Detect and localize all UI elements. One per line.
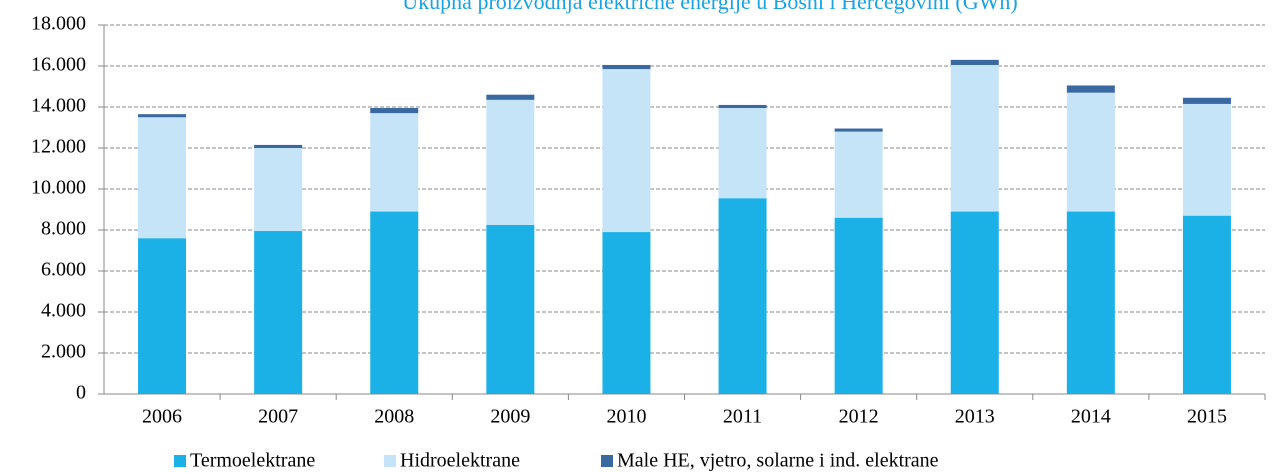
bar-segment: [138, 117, 187, 239]
y-tick-label: 4.000: [41, 300, 86, 322]
legend-label: Male HE, vjetro, solarne i ind. elektran…: [617, 450, 939, 472]
y-tick-label: 0: [76, 382, 86, 404]
y-tick-label: 16.000: [31, 54, 86, 76]
bar-segment: [370, 113, 419, 212]
bar-segment: [254, 148, 303, 232]
bar-segment: [602, 232, 651, 394]
y-tick-label: 12.000: [31, 136, 86, 158]
bar-segment: [834, 217, 883, 394]
y-tick-label: 14.000: [31, 95, 86, 117]
bar-segment: [254, 231, 303, 394]
bar-segment: [486, 224, 535, 394]
bar-segment: [602, 69, 651, 233]
y-tick-label: 18.000: [31, 13, 86, 35]
bar-segment: [1066, 85, 1115, 93]
bar-segment: [834, 131, 883, 218]
x-tick-label: 2012: [839, 406, 879, 428]
x-tick-label: 2006: [142, 406, 182, 428]
bar-segment: [718, 104, 767, 109]
x-tick-label: 2008: [374, 406, 414, 428]
legend-swatch: [174, 455, 186, 467]
bar-segment: [1182, 215, 1231, 394]
x-tick-label: 2015: [1187, 406, 1227, 428]
bar-segment: [370, 211, 419, 394]
x-tick-label: 2011: [723, 406, 762, 428]
bar-segment: [138, 114, 187, 118]
bar-segment: [834, 128, 883, 132]
bar-segment: [254, 144, 303, 148]
x-tick-label: 2014: [1071, 406, 1111, 428]
bar-segment: [1182, 103, 1231, 216]
y-tick-label: 2.000: [41, 341, 86, 363]
chart-title: Ukupna proizvodnja električne energije u…: [402, 0, 1017, 14]
bar-segment: [1066, 92, 1115, 212]
bar-segment: [602, 64, 651, 70]
x-tick-label: 2007: [258, 406, 298, 428]
bar-segment: [1066, 211, 1115, 394]
bar-segment: [370, 108, 419, 114]
y-tick-label: 10.000: [31, 177, 86, 199]
bar-segment: [718, 108, 767, 199]
legend-label: Hidroelektrane: [400, 450, 520, 472]
bar-segment: [950, 59, 999, 65]
x-tick-label: 2010: [606, 406, 646, 428]
bar-segment: [1182, 97, 1231, 104]
legend-label: Termoelektrane: [190, 450, 315, 472]
bar-segment: [486, 99, 535, 225]
bar-segment: [718, 198, 767, 394]
bar-segment: [138, 238, 187, 394]
x-tick-label: 2009: [490, 406, 530, 428]
legend-swatch: [384, 455, 396, 467]
legend-swatch: [601, 455, 613, 467]
bar-segment: [950, 211, 999, 394]
y-tick-label: 6.000: [41, 259, 86, 281]
x-tick-label: 2013: [955, 406, 995, 428]
bar-segment: [486, 94, 535, 100]
y-tick-label: 8.000: [41, 218, 86, 240]
bar-segment: [950, 64, 999, 212]
